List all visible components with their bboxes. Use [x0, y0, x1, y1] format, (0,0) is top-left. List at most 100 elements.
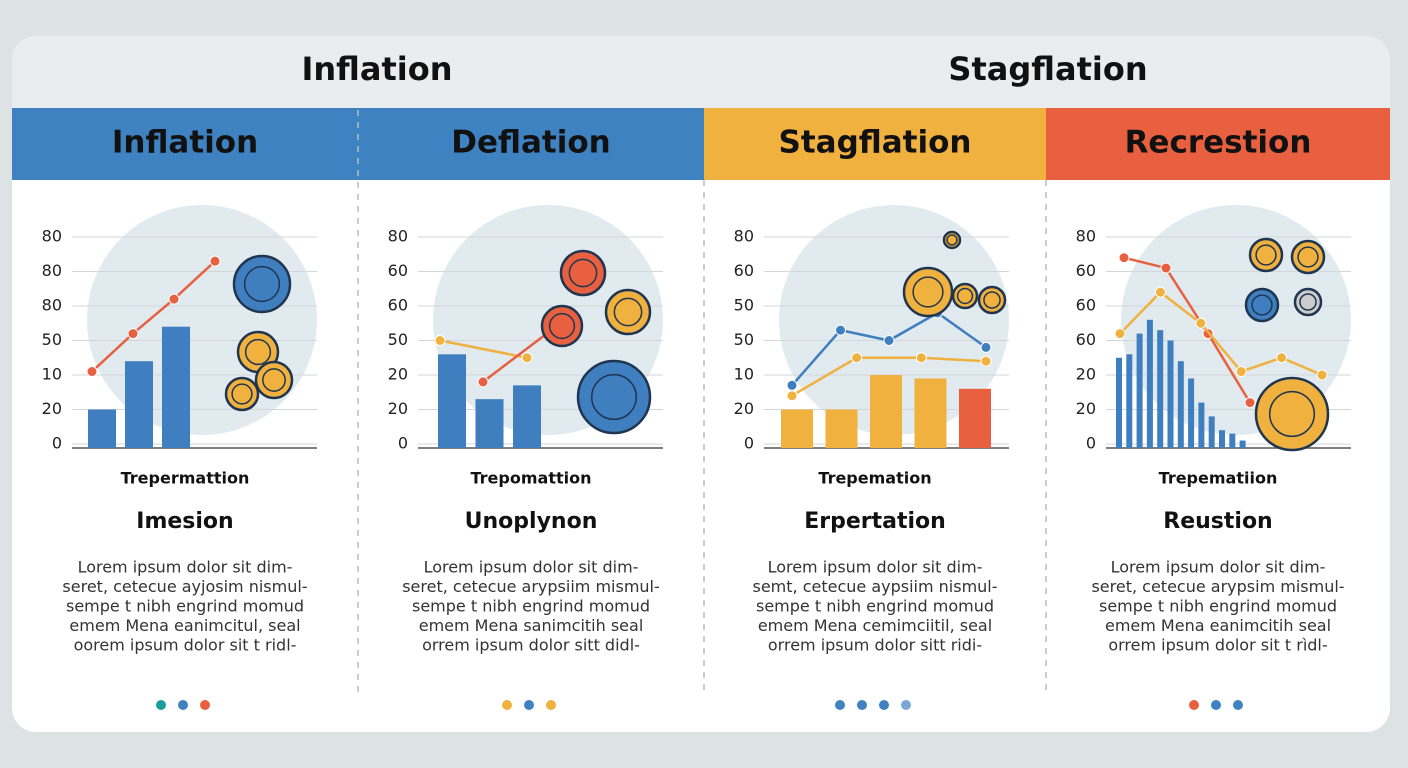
- line-point: [1118, 252, 1130, 264]
- y-tick-label: 50: [42, 330, 62, 349]
- pager-dot: [178, 700, 188, 710]
- pager-dot: [1189, 700, 1199, 710]
- pager-dot: [835, 700, 845, 710]
- y-tick-label: 20: [388, 399, 408, 418]
- body-line: emem Mena cemimciitil, seal: [758, 616, 992, 635]
- body-line: seret, cetecue arypsiim mismul-: [402, 577, 660, 596]
- panel: Inflation 80 80 80 50 10 20 0 Trepermattion Imesi…: [12, 108, 359, 710]
- panel-header: Deflation: [451, 125, 610, 161]
- line-point: [1276, 352, 1288, 364]
- bar: [1177, 361, 1184, 448]
- line-point: [786, 379, 798, 391]
- coin-inner: [243, 265, 281, 303]
- body-line: orrem ipsum dolor sit t rìdl-: [1108, 636, 1327, 655]
- line-point: [883, 335, 895, 346]
- header-band: [12, 108, 359, 180]
- pager-dot: [1233, 700, 1243, 710]
- bar: [1146, 319, 1153, 448]
- line-point: [1316, 369, 1328, 381]
- y-tick-label: 80: [388, 227, 408, 246]
- body-line: seret, cetecue arypsim mismul-: [1091, 577, 1344, 596]
- line-point: [1244, 397, 1256, 409]
- line-point: [521, 352, 533, 364]
- coin-icon: [540, 304, 584, 348]
- y-tick-label: 80: [734, 227, 754, 246]
- header-band: [358, 108, 705, 180]
- y-tick-label: 60: [1076, 261, 1096, 280]
- top-title: Inflation: [301, 50, 452, 88]
- body-line: seret, cetecue ayjosim nismul-: [62, 577, 307, 596]
- y-tick-label: 60: [388, 296, 408, 315]
- bar: [825, 409, 858, 448]
- coin-icon: [1293, 287, 1323, 317]
- y-tick-label: 0: [744, 434, 754, 453]
- pager-dot: [857, 700, 867, 710]
- coin-inner: [262, 368, 286, 392]
- bar: [1208, 416, 1215, 448]
- y-tick-label: 20: [42, 399, 62, 418]
- coin-inner: [1251, 294, 1273, 316]
- y-tick-label: 80: [1076, 227, 1096, 246]
- bar: [1126, 354, 1133, 448]
- line-point: [980, 355, 992, 367]
- panel-header: Recrestion: [1125, 125, 1312, 161]
- pager-dot: [524, 700, 534, 710]
- line-point: [786, 390, 798, 402]
- y-tick-label: 0: [398, 434, 408, 453]
- line-point: [86, 366, 98, 378]
- coin-inner: [548, 312, 576, 340]
- panel-header: Inflation: [112, 125, 258, 161]
- coin-icon: [559, 249, 607, 297]
- coin-inner: [568, 258, 598, 288]
- panel: Deflation 80 60 60 50 20 20 0 Trepomattion Unoply…: [358, 108, 705, 710]
- body-line: Lorem ipsum dolor sit dim-: [78, 558, 293, 577]
- y-tick-label: 60: [1076, 296, 1096, 315]
- pager-dot: [1211, 700, 1221, 710]
- y-tick-label: 10: [42, 365, 62, 384]
- line-point: [980, 341, 992, 353]
- panel-title: Erpertation: [804, 509, 946, 534]
- coin-inner: [912, 276, 944, 308]
- line-point: [1160, 262, 1172, 274]
- bar: [1229, 433, 1236, 448]
- line-point: [851, 352, 863, 364]
- panel-title: Reustion: [1163, 509, 1272, 534]
- body-line: oorem ipsum dolor sit t ridl-: [74, 636, 297, 655]
- top-title: Stagflation: [948, 50, 1147, 88]
- panel: Recrestion 80 60 60 60 20 20 0 Trepematiion Reust…: [1046, 108, 1390, 710]
- pager-dot: [901, 700, 911, 710]
- body-line: emem Mena eanimcitul, seal: [69, 616, 300, 635]
- chart-caption: Trepematiion: [1159, 469, 1278, 488]
- y-tick-label: 50: [734, 296, 754, 315]
- coin-icon: [576, 359, 652, 435]
- chart-backdrop: [779, 205, 1009, 435]
- coin-inner: [946, 234, 958, 246]
- body-line: Lorem ipsum dolor sit dim-: [1111, 558, 1326, 577]
- coin-inner: [1299, 293, 1317, 311]
- y-tick-label: 50: [734, 330, 754, 349]
- bar: [438, 354, 466, 448]
- panel-title: Unoplynon: [465, 509, 598, 534]
- body-line: Lorem ipsum dolor sit dim-: [424, 558, 639, 577]
- chart-caption: Trepermattion: [121, 469, 250, 488]
- coin-inner: [956, 287, 974, 305]
- coin-icon: [1290, 239, 1326, 275]
- bar: [1198, 402, 1205, 448]
- line-point: [434, 335, 446, 346]
- bar: [125, 361, 153, 448]
- y-tick-label: 50: [388, 330, 408, 349]
- pager-dot: [546, 700, 556, 710]
- top-strip: [12, 36, 1390, 108]
- y-tick-label: 0: [52, 434, 62, 453]
- line-series: [1119, 290, 1323, 377]
- coin-inner: [244, 338, 272, 366]
- y-tick-label: 20: [1076, 365, 1096, 384]
- bar: [1157, 330, 1164, 448]
- coin-icon: [1244, 287, 1280, 323]
- y-tick-label: 20: [1076, 399, 1096, 418]
- line-point: [915, 352, 927, 364]
- pager-dot: [156, 700, 166, 710]
- body-line: semt, cetecue aypsiim nismul-: [752, 577, 997, 596]
- line-series: [1123, 256, 1252, 404]
- coin-inner: [590, 373, 638, 421]
